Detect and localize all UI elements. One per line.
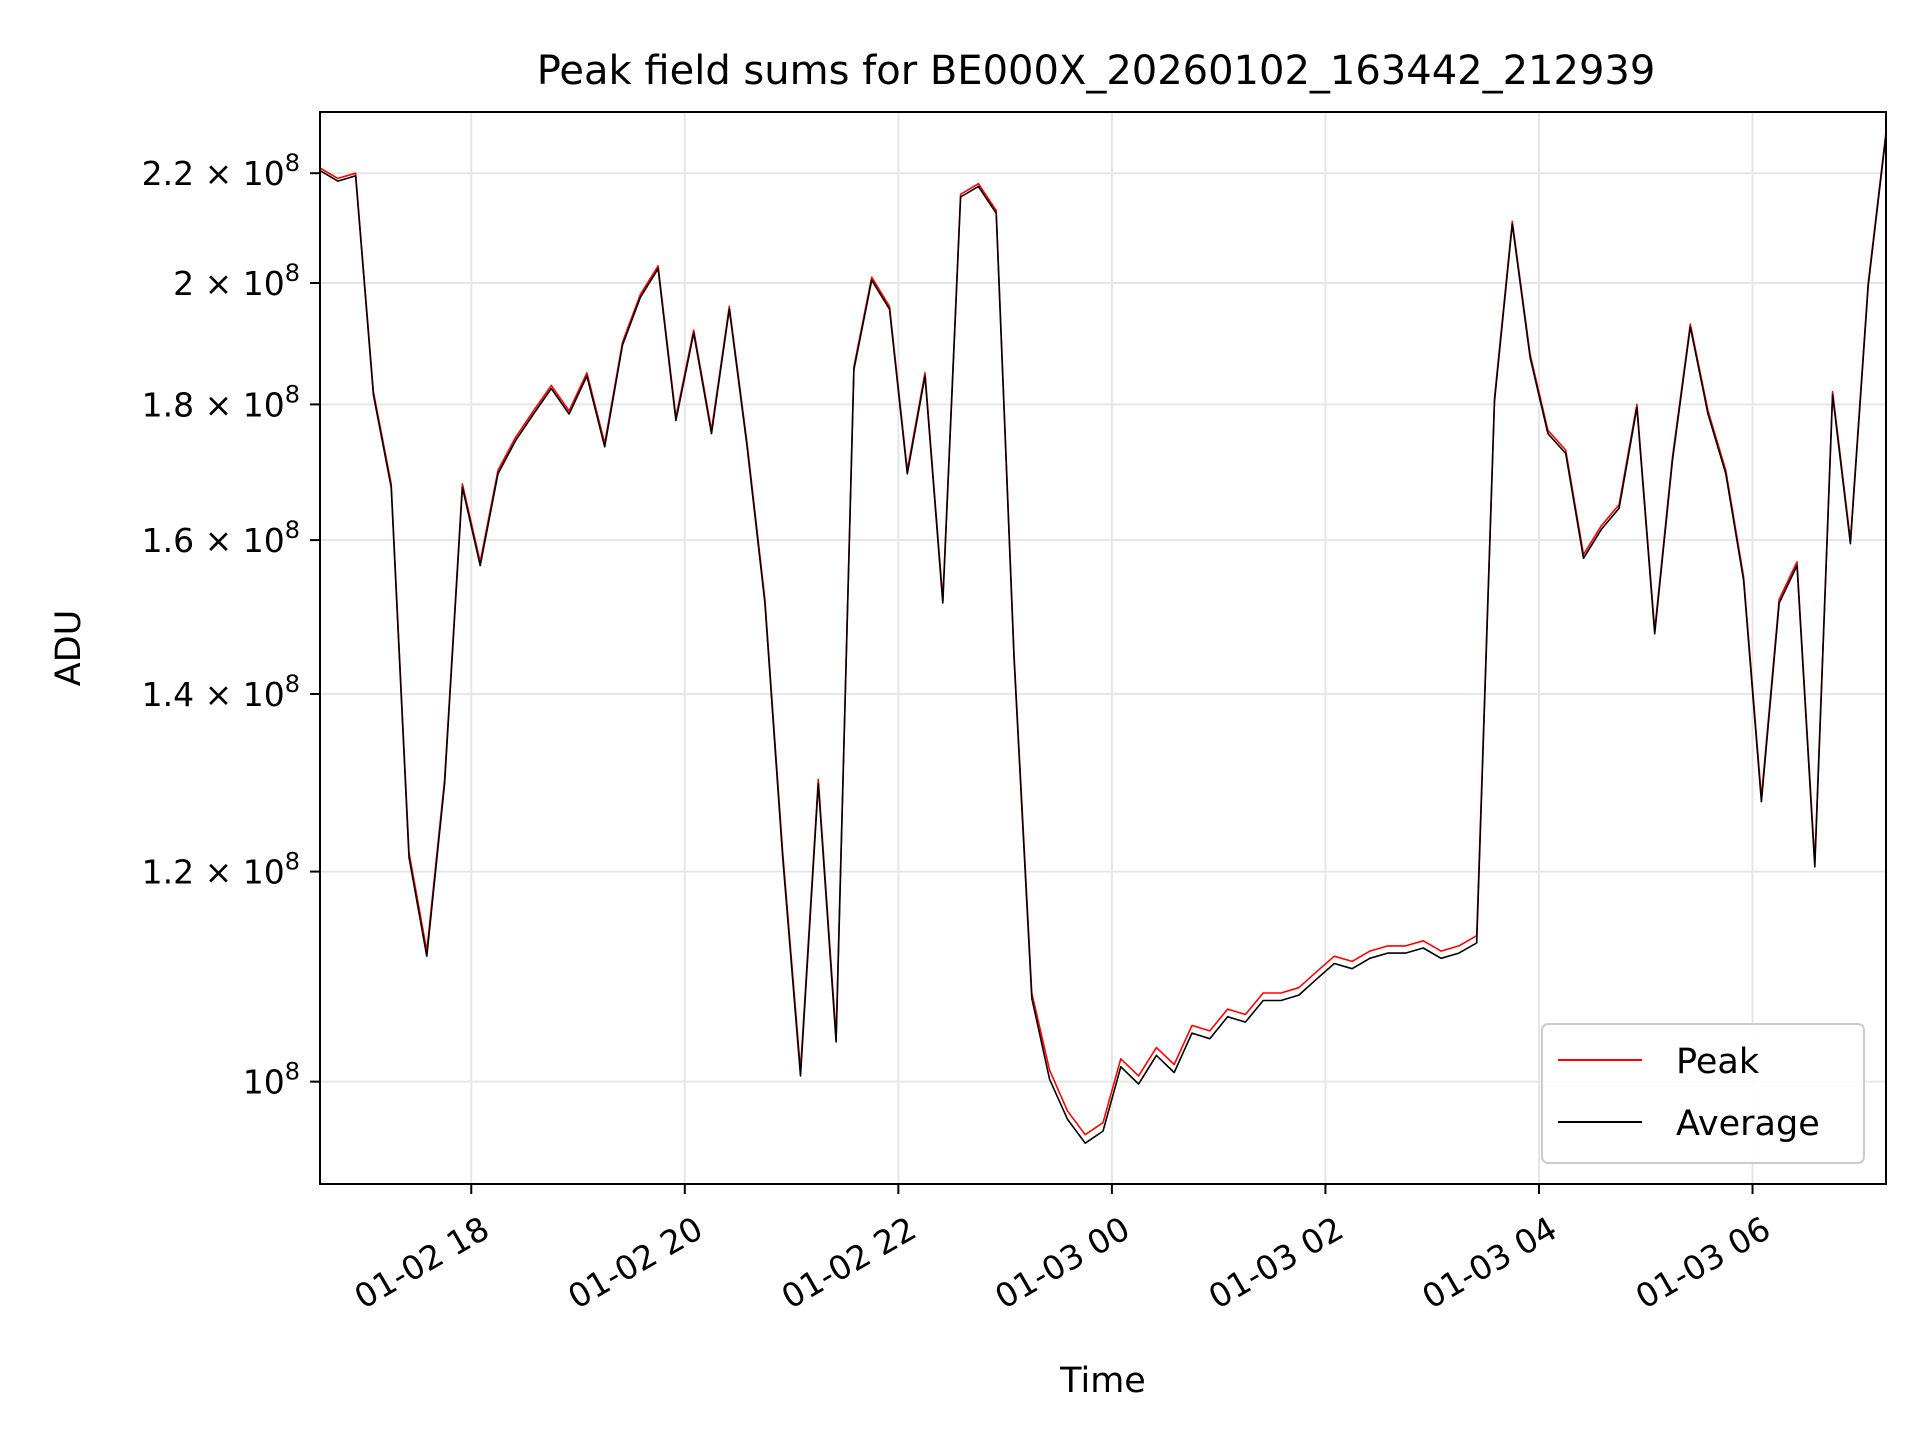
chart-title: Peak field sums for BE000X_20260102_1634… xyxy=(537,48,1656,94)
x-axis-label: Time xyxy=(1059,1361,1146,1401)
legend: Peak Average xyxy=(1541,1023,1865,1164)
plot-series xyxy=(319,131,1887,1144)
y-tick-label: 2.2 × 108 xyxy=(142,149,300,193)
legend-peak-label: Peak xyxy=(1676,1042,1760,1082)
y-tick-label: 1.6 × 108 xyxy=(142,516,300,560)
y-tick-label: 108 xyxy=(243,1058,300,1102)
legend-frame xyxy=(1541,1023,1865,1164)
series-average-line xyxy=(319,134,1887,1144)
y-axis-label: ADU xyxy=(49,610,89,687)
legend-average-label: Average xyxy=(1676,1104,1820,1144)
y-axis-ticks: 108 1.2 × 108 1.4 × 108 1.6 × 108 1.8 × 108 2… xyxy=(142,149,320,1102)
y-tick-label: 1.2 × 108 xyxy=(142,848,300,892)
grid-lines xyxy=(320,112,1886,1184)
y-tick-label: 1.8 × 108 xyxy=(142,380,300,424)
y-tick-label: 2 × 108 xyxy=(173,259,300,303)
plot-frame xyxy=(319,111,1887,1185)
y-tick-label: 1.4 × 108 xyxy=(142,670,300,714)
